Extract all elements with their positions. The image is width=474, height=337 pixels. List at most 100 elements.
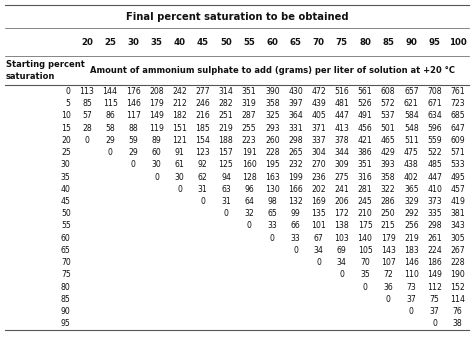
Text: 110: 110 xyxy=(404,270,419,279)
Text: 105: 105 xyxy=(357,246,373,255)
Text: 61: 61 xyxy=(175,160,184,169)
Text: 430: 430 xyxy=(288,87,303,96)
Text: 20: 20 xyxy=(61,136,71,145)
Text: 246: 246 xyxy=(195,99,210,108)
Text: 15: 15 xyxy=(61,124,71,132)
Text: 175: 175 xyxy=(357,221,373,231)
Text: 386: 386 xyxy=(358,148,372,157)
Text: 130: 130 xyxy=(265,185,280,194)
Text: 322: 322 xyxy=(381,185,395,194)
Text: 30: 30 xyxy=(128,37,139,47)
Text: 228: 228 xyxy=(265,148,280,157)
Text: 495: 495 xyxy=(450,173,465,182)
Text: 140: 140 xyxy=(357,234,373,243)
Text: 115: 115 xyxy=(103,99,118,108)
Text: 232: 232 xyxy=(288,160,303,169)
Text: 86: 86 xyxy=(105,111,115,120)
Text: 100: 100 xyxy=(449,37,466,47)
Text: 261: 261 xyxy=(427,234,442,243)
Text: 70: 70 xyxy=(61,258,71,267)
Text: 381: 381 xyxy=(450,209,465,218)
Text: 0: 0 xyxy=(84,136,90,145)
Text: 210: 210 xyxy=(357,209,373,218)
Text: 60: 60 xyxy=(266,37,278,47)
Text: 647: 647 xyxy=(450,124,465,132)
Text: 410: 410 xyxy=(427,185,442,194)
Text: 0: 0 xyxy=(293,246,298,255)
Text: 208: 208 xyxy=(149,87,164,96)
Text: 265: 265 xyxy=(288,148,303,157)
Text: 267: 267 xyxy=(450,246,465,255)
Text: 144: 144 xyxy=(102,87,118,96)
Text: 70: 70 xyxy=(360,258,370,267)
Text: 103: 103 xyxy=(335,234,349,243)
Text: 90: 90 xyxy=(405,37,417,47)
Text: 402: 402 xyxy=(404,173,419,182)
Text: 438: 438 xyxy=(404,160,419,169)
Text: 465: 465 xyxy=(381,136,395,145)
Text: 166: 166 xyxy=(288,185,303,194)
Text: 286: 286 xyxy=(381,197,395,206)
Text: 123: 123 xyxy=(195,148,210,157)
Text: 176: 176 xyxy=(126,87,141,96)
Text: 143: 143 xyxy=(381,246,396,255)
Text: 533: 533 xyxy=(450,160,465,169)
Text: 0: 0 xyxy=(386,295,391,304)
Text: 58: 58 xyxy=(105,124,115,132)
Text: 293: 293 xyxy=(265,124,280,132)
Text: 163: 163 xyxy=(265,173,280,182)
Text: 0: 0 xyxy=(177,185,182,194)
Text: 35: 35 xyxy=(61,173,71,182)
Text: 92: 92 xyxy=(198,160,208,169)
Text: 60: 60 xyxy=(152,148,161,157)
Text: 0: 0 xyxy=(201,197,205,206)
Text: 608: 608 xyxy=(381,87,395,96)
Text: 260: 260 xyxy=(265,136,280,145)
Text: 522: 522 xyxy=(427,148,442,157)
Text: Starting percent
saturation: Starting percent saturation xyxy=(6,60,84,81)
Text: 245: 245 xyxy=(357,197,373,206)
Text: 151: 151 xyxy=(172,124,187,132)
Text: 358: 358 xyxy=(265,99,280,108)
Text: 90: 90 xyxy=(61,307,71,316)
Text: 5: 5 xyxy=(66,99,71,108)
Text: 172: 172 xyxy=(335,209,349,218)
Text: 309: 309 xyxy=(335,160,349,169)
Text: 30: 30 xyxy=(152,160,161,169)
Text: 0: 0 xyxy=(270,234,275,243)
Text: 33: 33 xyxy=(291,234,301,243)
Text: 112: 112 xyxy=(427,283,442,292)
Text: 20: 20 xyxy=(81,37,93,47)
Text: 413: 413 xyxy=(334,124,349,132)
Text: 45: 45 xyxy=(197,37,209,47)
Text: 28: 28 xyxy=(82,124,92,132)
Text: 72: 72 xyxy=(383,270,393,279)
Text: 241: 241 xyxy=(334,185,349,194)
Text: 0: 0 xyxy=(246,221,252,231)
Text: 0: 0 xyxy=(432,319,437,328)
Text: 179: 179 xyxy=(381,234,395,243)
Text: 132: 132 xyxy=(288,197,303,206)
Text: 447: 447 xyxy=(334,111,349,120)
Text: 138: 138 xyxy=(335,221,349,231)
Text: 70: 70 xyxy=(313,37,325,47)
Text: 128: 128 xyxy=(242,173,256,182)
Text: 99: 99 xyxy=(291,209,301,218)
Text: 298: 298 xyxy=(427,221,442,231)
Text: 33: 33 xyxy=(267,221,277,231)
Text: 219: 219 xyxy=(404,234,419,243)
Text: 36: 36 xyxy=(383,283,393,292)
Text: 609: 609 xyxy=(450,136,465,145)
Text: 34: 34 xyxy=(314,246,324,255)
Text: 125: 125 xyxy=(219,160,233,169)
Text: 251: 251 xyxy=(219,111,233,120)
Text: 67: 67 xyxy=(314,234,324,243)
Text: 94: 94 xyxy=(221,173,231,182)
Text: 30: 30 xyxy=(175,173,184,182)
Text: 351: 351 xyxy=(242,87,256,96)
Text: 224: 224 xyxy=(427,246,442,255)
Text: 256: 256 xyxy=(404,221,419,231)
Text: 55: 55 xyxy=(243,37,255,47)
Text: 723: 723 xyxy=(450,99,465,108)
Text: 621: 621 xyxy=(404,99,419,108)
